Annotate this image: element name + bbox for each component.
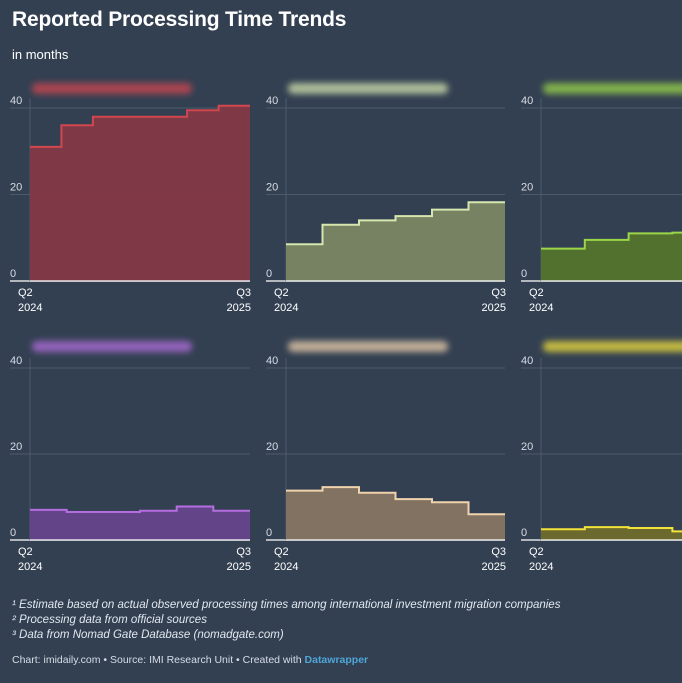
series-line	[541, 231, 682, 250]
y-tick-label: 20	[521, 182, 533, 194]
credit-text: Chart: imidaily.com • Source: IMI Resear…	[12, 654, 305, 666]
chart-subtitle: in months	[12, 47, 69, 62]
y-tick-label: 20	[266, 441, 278, 453]
panel-label-obscured	[543, 83, 682, 94]
series-line	[286, 486, 505, 516]
x-tick-end: Q3	[491, 546, 506, 558]
x-tick-start: Q2	[18, 287, 33, 299]
y-tick-label: 0	[10, 268, 16, 280]
series-area	[541, 527, 682, 540]
datawrapper-link[interactable]: Datawrapper	[304, 654, 369, 666]
y-tick-label: 40	[266, 95, 278, 107]
series-area	[541, 232, 682, 281]
series-area	[30, 506, 250, 540]
x-tick-end: 2025	[482, 561, 506, 573]
y-tick-label: 0	[266, 268, 272, 280]
small-multiples-chart: 0 20 40 Q2 2024 Q3 2025 0 20 40 Q2 2024 Q3 2025 0 20 40 Q…	[10, 83, 682, 573]
x-tick-start: Q2	[274, 287, 289, 299]
y-tick-label: 0	[10, 527, 16, 539]
y-tick-label: 0	[521, 527, 527, 539]
panel-3: 0 20 40 Q2 2024	[521, 83, 682, 314]
panel-label-obscured	[288, 83, 448, 94]
panel-label-obscured	[288, 341, 448, 352]
footnotes: ¹ Estimate based on actual observed proc…	[12, 598, 560, 643]
y-tick-label: 40	[10, 95, 22, 107]
x-tick-start: 2024	[18, 561, 42, 573]
y-tick-label: 20	[521, 441, 533, 453]
x-tick-start: 2024	[18, 302, 42, 314]
x-tick-end: 2025	[482, 302, 506, 314]
x-tick-end: 2025	[227, 561, 251, 573]
y-tick-label: 0	[266, 527, 272, 539]
panel-label-obscured	[543, 341, 682, 352]
series-line	[541, 526, 682, 533]
x-tick-start: Q2	[274, 546, 289, 558]
footnote-2: ² Processing data from official sources	[12, 614, 207, 626]
x-tick-start: Q2	[529, 546, 544, 558]
y-tick-label: 0	[521, 268, 527, 280]
series-area	[286, 487, 505, 540]
panel-6: 0 20 40 Q2 2024	[521, 341, 682, 573]
footnote-1: ¹ Estimate based on actual observed proc…	[12, 599, 561, 611]
x-tick-start: Q2	[529, 287, 544, 299]
footnote-3: ³ Data from Nomad Gate Database (nomadga…	[12, 629, 284, 641]
y-tick-label: 40	[521, 355, 533, 367]
y-tick-label: 20	[10, 441, 22, 453]
panel-2: 0 20 40 Q2 2024 Q3 2025	[266, 83, 506, 314]
chart-credit: Chart: imidaily.com • Source: IMI Resear…	[12, 654, 368, 666]
y-tick-label: 20	[266, 182, 278, 194]
x-tick-end: Q3	[236, 546, 251, 558]
x-tick-start: Q2	[18, 546, 33, 558]
panel-1: 0 20 40 Q2 2024 Q3 2025	[10, 83, 251, 314]
x-tick-end: Q3	[236, 287, 251, 299]
x-tick-end: 2025	[227, 302, 251, 314]
x-tick-start: 2024	[274, 302, 298, 314]
series-line	[30, 104, 250, 148]
panel-4: 0 20 40 Q2 2024 Q3 2025	[10, 341, 251, 573]
x-tick-start: 2024	[529, 561, 553, 573]
panel-label-obscured	[32, 341, 192, 352]
x-tick-end: Q3	[491, 287, 506, 299]
series-area	[30, 105, 250, 281]
x-tick-start: 2024	[529, 302, 553, 314]
series-area	[286, 202, 505, 281]
y-tick-label: 40	[10, 355, 22, 367]
panel-5: 0 20 40 Q2 2024 Q3 2025	[266, 341, 506, 573]
chart-title: Reported Processing Time Trends	[12, 8, 347, 31]
panel-label-obscured	[32, 83, 192, 94]
series-line	[286, 201, 505, 246]
y-tick-label: 40	[521, 95, 533, 107]
y-tick-label: 40	[266, 355, 278, 367]
x-tick-start: 2024	[274, 561, 298, 573]
series-line	[30, 505, 250, 513]
y-tick-label: 20	[10, 182, 22, 194]
